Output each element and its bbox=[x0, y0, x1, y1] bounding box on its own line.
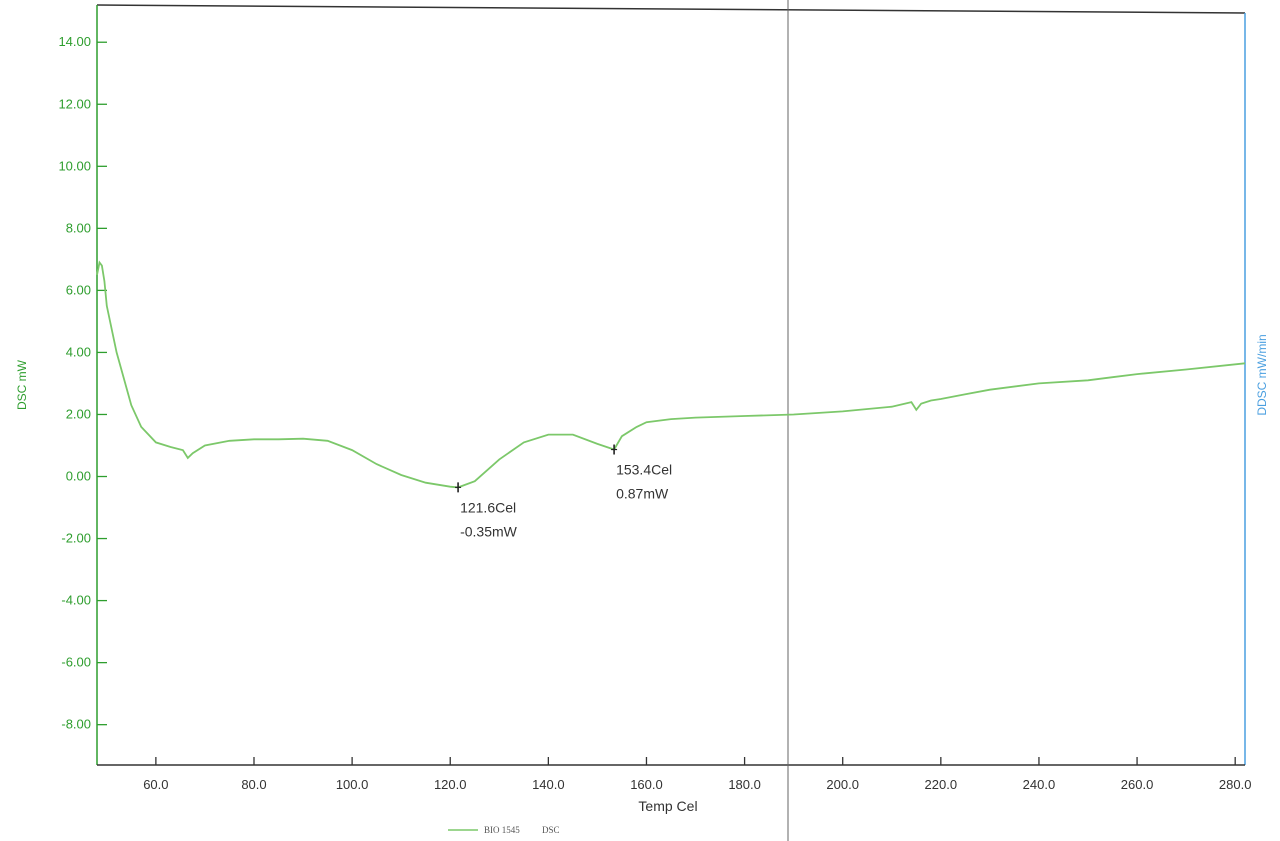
peak-annotations: 121.6Cel -0.35mW 153.4Cel 0.87mW bbox=[455, 444, 672, 539]
x-tick-label: 160.0 bbox=[630, 777, 663, 792]
x-tick-label: 220.0 bbox=[925, 777, 958, 792]
y-tick-label: -8.00 bbox=[61, 717, 91, 732]
y-tick-label: 14.00 bbox=[58, 34, 91, 49]
y-tick-label: 2.00 bbox=[66, 406, 91, 421]
annotation-temp-label: 121.6Cel bbox=[460, 499, 516, 515]
y-axis-title: DSC mW bbox=[15, 359, 29, 410]
y-tick-label: -4.00 bbox=[61, 593, 91, 608]
annotation-temp-label: 153.4Cel bbox=[616, 462, 672, 478]
x-tick-label: 180.0 bbox=[728, 777, 761, 792]
x-tick-label: 60.0 bbox=[143, 777, 168, 792]
y-tick-label: 10.00 bbox=[58, 158, 91, 173]
legend-label: BIO 1545 bbox=[484, 825, 520, 835]
y-axis-ticks: 14.00 12.00 10.00 8.00 6.00 4.00 2.00 0.00 -2.00… bbox=[58, 34, 107, 732]
x-tick-label: 80.0 bbox=[241, 777, 266, 792]
annotation-value-label: -0.35mW bbox=[460, 523, 518, 539]
annotation-value-label: 0.87mW bbox=[616, 486, 669, 502]
y-tick-label: -2.00 bbox=[61, 531, 91, 546]
x-tick-label: 140.0 bbox=[532, 777, 565, 792]
x-tick-label: 100.0 bbox=[336, 777, 369, 792]
legend-suffix: DSC bbox=[542, 825, 560, 835]
y-tick-label: 12.00 bbox=[58, 96, 91, 111]
y-tick-label: 8.00 bbox=[66, 220, 91, 235]
x-axis-title: Temp Cel bbox=[638, 798, 697, 814]
x-tick-label: 240.0 bbox=[1023, 777, 1056, 792]
x-axis-ticks: 60.0 80.0 100.0 120.0 140.0 160.0 180.0 200.0 22… bbox=[143, 757, 1251, 792]
top-border bbox=[96, 4, 1246, 14]
legend: BIO 1545 DSC bbox=[448, 825, 560, 835]
y-tick-label: 4.00 bbox=[66, 344, 91, 359]
y-tick-label: -6.00 bbox=[61, 655, 91, 670]
series-line-bio-1545-dsc bbox=[96, 260, 1246, 489]
y2-axis-title: DDSC mW/min bbox=[1255, 334, 1269, 415]
x-tick-label: 120.0 bbox=[434, 777, 467, 792]
y-tick-label: 0.00 bbox=[66, 469, 91, 484]
x-tick-label: 280.0 bbox=[1219, 777, 1252, 792]
x-tick-label: 260.0 bbox=[1121, 777, 1154, 792]
y-tick-label: 6.00 bbox=[66, 282, 91, 297]
x-tick-label: 200.0 bbox=[826, 777, 859, 792]
